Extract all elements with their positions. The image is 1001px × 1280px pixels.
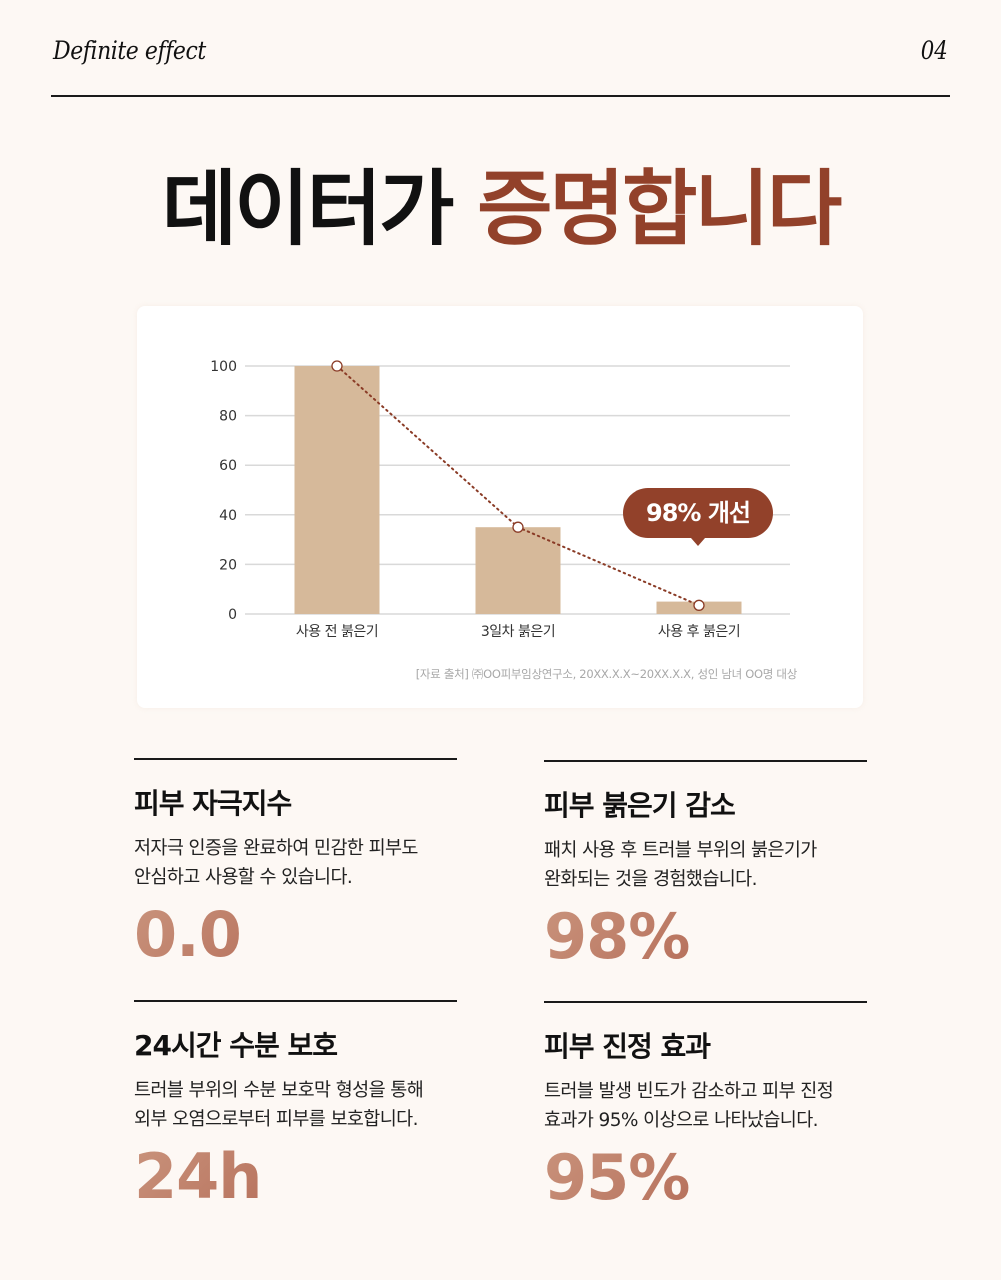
feature-moisture: 24시간 수분 보호 트러블 부위의 수분 보호막 형성을 통해 외부 오염으로… xyxy=(134,1000,457,1212)
section-title: Definite effect xyxy=(53,36,206,65)
y-tick-label: 40 xyxy=(219,508,237,524)
feature-desc-line: 트러블 발생 빈도가 감소하고 피부 진정 xyxy=(544,1080,834,1102)
feature-desc-line: 저자극 인증을 완료하여 민감한 피부도 xyxy=(134,837,418,859)
feature-divider xyxy=(134,1000,457,1002)
data-point-marker xyxy=(331,360,343,372)
y-tick-label: 100 xyxy=(210,359,237,375)
feature-title: 피부 자극지수 xyxy=(134,786,292,820)
data-point-marker xyxy=(693,599,705,611)
feature-title: 피부 붉은기 감소 xyxy=(544,788,736,822)
chart-card: 0 20 40 60 80 100 사용 전 붉은기 3일차 붉은기 사용 후 붉은기 98% 개… xyxy=(137,306,863,708)
feature-value: 95% xyxy=(544,1142,867,1213)
feature-desc-line: 트러블 부위의 수분 보호막 형성을 통해 xyxy=(134,1079,424,1101)
x-category-label: 사용 전 붉은기 xyxy=(296,624,378,640)
feature-desc-line: 패치 사용 후 트러블 부위의 붉은기가 xyxy=(544,839,817,861)
feature-title: 피부 진정 효과 xyxy=(544,1029,711,1063)
feature-desc-line: 완화되는 것을 경험했습니다. xyxy=(544,868,757,890)
chart-source: [자료 출처] ㈜OO피부임상연구소, 20XX.X.X~20XX.X.X, 성… xyxy=(415,667,798,681)
feature-desc: 트러블 발생 빈도가 감소하고 피부 진정 효과가 95% 이상으로 나타났습니… xyxy=(544,1077,867,1135)
header-divider xyxy=(51,95,950,97)
bar xyxy=(475,527,561,614)
feature-value: 0.0 xyxy=(134,899,457,970)
annotation-bubble xyxy=(623,488,773,538)
y-tick-label: 80 xyxy=(219,409,237,425)
annotation-label: 98% 개선 xyxy=(646,499,750,527)
headline-part2: 증명합니다 xyxy=(477,162,842,257)
data-point-marker xyxy=(512,521,524,533)
feature-title: 24시간 수분 보호 xyxy=(134,1028,338,1062)
feature-desc-line: 효과가 95% 이상으로 나타났습니다. xyxy=(544,1109,819,1131)
x-category-label: 사용 후 붉은기 xyxy=(658,624,740,640)
page-headline: 데이터가 증명합니다 xyxy=(0,160,1001,260)
feature-divider xyxy=(544,1001,867,1003)
feature-redness: 피부 붉은기 감소 패치 사용 후 트러블 부위의 붉은기가 완화되는 것을 경… xyxy=(544,760,867,972)
bar-chart: 0 20 40 60 80 100 사용 전 붉은기 3일차 붉은기 사용 후 붉은기 98% 개… xyxy=(210,359,790,640)
feature-desc: 패치 사용 후 트러블 부위의 붉은기가 완화되는 것을 경험했습니다. xyxy=(544,836,867,894)
feature-desc-line: 외부 오염으로부터 피부를 보호합니다. xyxy=(134,1108,418,1130)
y-tick-label: 0 xyxy=(228,607,237,623)
feature-desc: 트러블 부위의 수분 보호막 형성을 통해 외부 오염으로부터 피부를 보호합니… xyxy=(134,1076,457,1134)
feature-divider xyxy=(544,760,867,762)
feature-divider xyxy=(134,758,457,760)
headline-part1: 데이터가 xyxy=(161,162,455,257)
feature-value: 98% xyxy=(544,901,867,972)
bar xyxy=(294,366,380,614)
feature-value: 24h xyxy=(134,1141,457,1212)
y-tick-label: 60 xyxy=(219,458,237,474)
feature-desc: 저자극 인증을 완료하여 민감한 피부도 안심하고 사용할 수 있습니다. xyxy=(134,834,457,892)
feature-desc-line: 안심하고 사용할 수 있습니다. xyxy=(134,866,353,888)
x-category-label: 3일차 붉은기 xyxy=(481,624,555,640)
page-number: 04 xyxy=(920,36,948,65)
feature-soothing: 피부 진정 효과 트러블 발생 빈도가 감소하고 피부 진정 효과가 95% 이… xyxy=(544,1001,867,1213)
y-tick-label: 20 xyxy=(219,557,237,573)
feature-irritation: 피부 자극지수 저자극 인증을 완료하여 민감한 피부도 안심하고 사용할 수 … xyxy=(134,758,457,970)
annotation-pointer xyxy=(691,538,705,546)
